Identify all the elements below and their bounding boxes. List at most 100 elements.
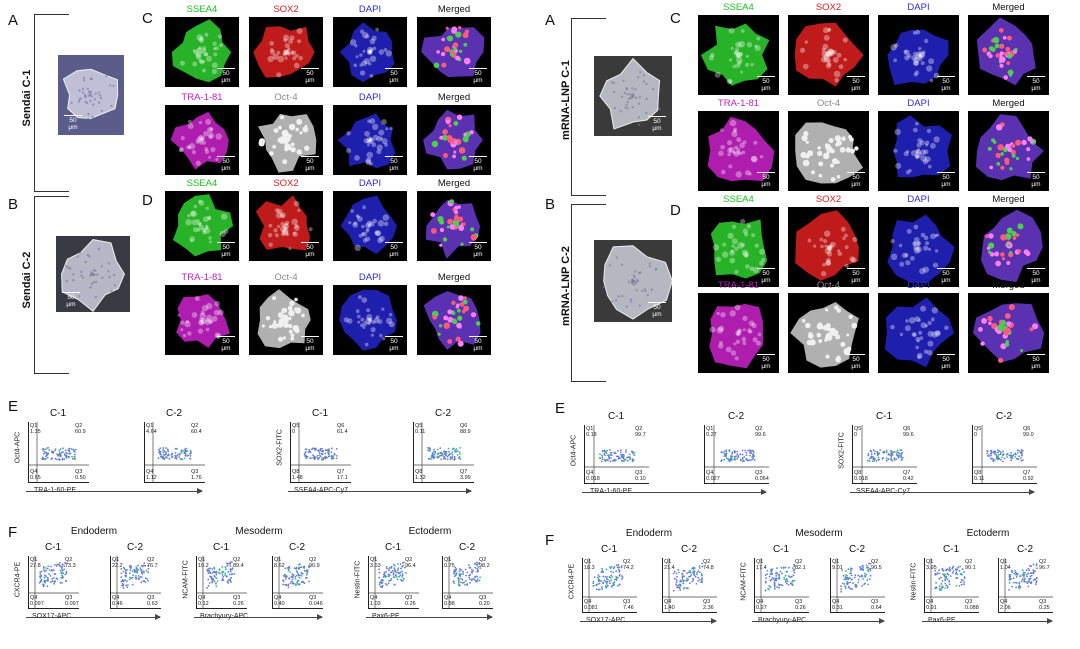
scale-bar: 50 μm xyxy=(385,156,403,172)
flow-plot-F-2: Q1 10.2 Q2 89.4 Q4 0.12 Q3 0.26 xyxy=(196,556,247,609)
micrograph-rowD2-0: 50 μm xyxy=(165,285,239,355)
scale-bar: 50 μm xyxy=(301,68,319,84)
germ-layer-label: Endoderm xyxy=(625,528,673,539)
quadrant-label: Q3 0.64 xyxy=(871,599,882,611)
channel-label: DAPI xyxy=(358,4,382,15)
flow-plot-F-5: Q1 1.04 Q2 96.7 Q4 2.06 Q3 0.25 xyxy=(998,558,1053,613)
x-axis-label: Pax6-PE xyxy=(928,617,956,624)
channel-label: Oct-4 xyxy=(816,280,841,291)
flow-plot-F-4: Q1 3.53 Q2 96.4 Q4 1.03 Q3 0.26 xyxy=(368,556,419,609)
quadrant-label: Q4 0.91 xyxy=(926,599,937,611)
quadrant-label: Q3 0.046 xyxy=(309,595,323,607)
quadrant-label: Q4 0.65 xyxy=(30,469,41,481)
flow-plot-title: C-1 xyxy=(600,544,618,555)
scale-bar: 50 μm xyxy=(469,68,487,84)
scale-bar: 50 μm xyxy=(1027,172,1045,188)
germ-layer-label: Ectoderm xyxy=(408,526,452,537)
quadrant-label: Q2 96.7 xyxy=(1039,559,1050,571)
quadrant-label: Q1 1.04 xyxy=(1000,559,1011,571)
channel-label: DAPI xyxy=(907,98,930,109)
phase-image-c1: 50 μm xyxy=(594,56,672,136)
quadrant-label: Q4 0.31 xyxy=(832,599,843,611)
line-label-c2: mRNA-LNP C-2 xyxy=(560,246,572,326)
panel-C-label: C xyxy=(670,10,681,27)
y-axis-label: Nestin-FITC xyxy=(910,562,918,601)
quadrant-label: Q4 0.097 xyxy=(30,595,44,607)
x-axis-label: SOX17-APC xyxy=(586,617,625,624)
bracket-c2 xyxy=(571,204,606,382)
scale-bar: 50 μm xyxy=(757,354,775,370)
quadrant-label: Q4 0.12 xyxy=(198,595,209,607)
x-axis-arrow xyxy=(922,618,1053,624)
flow-plot-F-4: Q1 3.95 Q2 90.1 Q4 0.91 Q3 0.088 xyxy=(924,558,979,613)
flow-plot-E-0: Q1 1.35 Q2 60.9 Q4 0.65 Q3 0.50 xyxy=(28,422,89,483)
micrograph-rowC2-1: 50 μm xyxy=(249,105,323,175)
flow-plot-title: C-2 xyxy=(1016,544,1034,555)
x-axis-label: Brachyury-APC xyxy=(758,617,806,624)
channel-label: SOX2 xyxy=(273,178,299,189)
channel-label: DAPI xyxy=(358,272,382,283)
quadrant-label: Q2 73.3 xyxy=(65,557,76,569)
quadrant-label: Q7 3.99 xyxy=(460,469,471,481)
micrograph-rowD2-0: 50 μm xyxy=(698,293,779,373)
quadrant-label: Q1 3.53 xyxy=(370,557,381,569)
flow-plot-title: C-2 xyxy=(126,542,144,553)
quadrant-label: Q3 0.064 xyxy=(755,470,769,482)
quadrant-label: Q1 9.01 xyxy=(832,559,843,571)
flow-plot-title: C-1 xyxy=(311,408,329,419)
x-axis-arrow xyxy=(850,489,1035,495)
y-axis-label: SOX2-FITC xyxy=(276,429,284,466)
quadrant-label: Q1 0.27 xyxy=(706,426,717,438)
scale-bar: 50 μm xyxy=(847,172,865,188)
flow-plot-title: C-1 xyxy=(607,411,625,422)
quadrant-label: Q3 2.36 xyxy=(703,599,714,611)
micrograph-rowD2-3: 50 μm xyxy=(968,293,1049,373)
channel-label: DAPI xyxy=(358,178,382,189)
quadrant-label: Q1 1.35 xyxy=(30,423,41,435)
channel-label: Merged xyxy=(437,4,471,15)
flow-plot-E-2: Q5 0 Q6 99.6 Q8 0.018 Q7 0.42 xyxy=(852,425,917,484)
flow-plot-title: C-2 xyxy=(680,544,698,555)
micrograph-rowC1-2: 50 μm xyxy=(878,15,959,95)
quadrant-label: Q3 0.20 xyxy=(479,595,490,607)
quadrant-label: Q3 0.097 xyxy=(65,595,79,607)
quadrant-label: Q6 99.0 xyxy=(1023,426,1034,438)
scale-bar: 50 μm xyxy=(648,302,666,318)
quadrant-label: Q3 0.50 xyxy=(75,469,86,481)
y-axis-label: Oct4-APC xyxy=(570,434,578,467)
quadrant-label: Q5 0 xyxy=(292,423,300,435)
micrograph-rowD2-1: 50 μm xyxy=(249,285,323,355)
x-axis-arrow xyxy=(366,614,493,620)
y-axis-label: Oct4-APC xyxy=(14,431,22,464)
quadrant-label: Q1 0.75 xyxy=(444,557,455,569)
scale-bar: 50 μm xyxy=(62,292,80,308)
flow-plot-title: C-1 xyxy=(49,408,67,419)
quadrant-label: Q8 0.018 xyxy=(854,470,868,482)
quadrant-label: Q4 0.88 xyxy=(444,595,455,607)
quadrant-label: Q2 98.2 xyxy=(479,557,490,569)
quadrant-label: Q7 0.42 xyxy=(903,470,914,482)
x-axis-arrow xyxy=(752,618,885,624)
flow-plot-title: C-2 xyxy=(288,542,306,553)
micrograph-rowD1-3: 50 μm xyxy=(968,207,1049,287)
channel-label: Merged xyxy=(992,2,1025,13)
flow-plot-title: C-2 xyxy=(434,408,452,419)
quadrant-label: Q1 0.18 xyxy=(586,426,597,438)
y-axis-label: SOX2-FITC xyxy=(838,432,846,469)
flow-plot-title: C-2 xyxy=(727,411,745,422)
quadrant-label: Q3 0.10 xyxy=(635,470,646,482)
panel-B-label: B xyxy=(8,196,19,213)
channel-label: SSEA4 xyxy=(723,2,754,13)
quadrant-label: Q2 74.2 xyxy=(623,559,634,571)
quadrant-label: Q2 82.1 xyxy=(795,559,806,571)
quadrant-label: Q4 1.40 xyxy=(664,599,675,611)
micrograph-rowD1-2: 50 μm xyxy=(878,207,959,287)
micrograph-rowC1-3: 50 μm xyxy=(968,15,1049,95)
flow-plot-F-0: Q1 18.3 Q2 74.2 Q4 0.081 Q3 7.46 xyxy=(582,558,637,613)
channel-label: DAPI xyxy=(907,280,930,291)
quadrant-label: Q3 7.46 xyxy=(623,599,634,611)
scale-bar: 50 μm xyxy=(217,242,235,258)
channel-label: Merged xyxy=(437,272,471,283)
quadrant-label: Q3 0.26 xyxy=(233,595,244,607)
flow-plot-F-5: Q1 0.75 Q2 98.2 Q4 0.88 Q3 0.20 xyxy=(442,556,493,609)
